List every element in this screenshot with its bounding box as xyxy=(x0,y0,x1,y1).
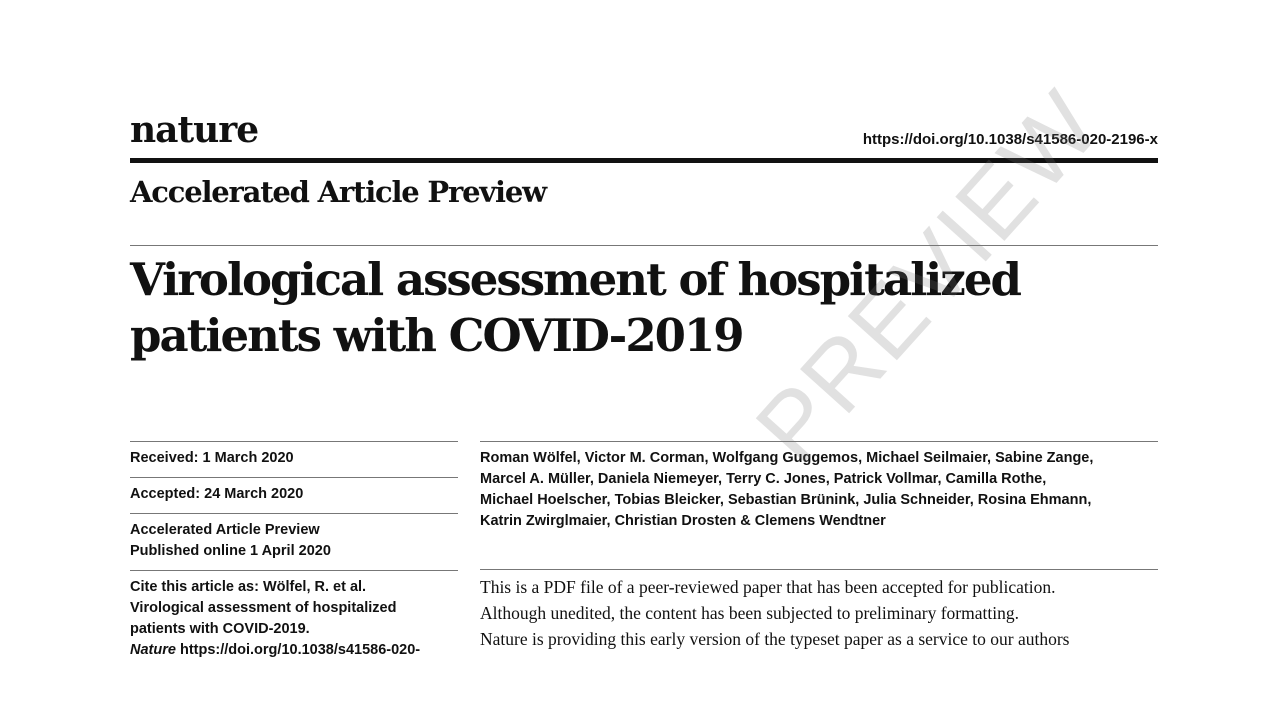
notice-line: This is a PDF file of a peer-reviewed pa… xyxy=(480,577,1056,597)
cite-line: patients with COVID-2019. xyxy=(130,621,310,637)
section-label: Accelerated Article Preview xyxy=(130,175,547,209)
author-line: Marcel A. Müller, Daniela Niemeyer, Terr… xyxy=(480,471,1047,487)
cite-doi-line: Nature https://doi.org/10.1038/s41586-02… xyxy=(130,640,458,661)
doi-link[interactable]: https://doi.org/10.1038/s41586-020-2196-… xyxy=(862,131,1158,148)
published-date: Published online 1 April 2020 xyxy=(130,543,331,559)
aap-label: Accelerated Article Preview xyxy=(130,522,320,538)
author-line: Roman Wölfel, Victor M. Corman, Wolfgang… xyxy=(480,450,1094,466)
author-list: Roman Wölfel, Victor M. Corman, Wolfgang… xyxy=(480,441,1158,566)
notice-line: Nature is providing this early version o… xyxy=(480,629,1070,649)
accepted-date: Accepted: 24 March 2020 xyxy=(130,477,458,513)
article-metadata: Received: 1 March 2020 Accepted: 24 Marc… xyxy=(130,441,458,669)
title-line-1: Virological assessment of hospitalized xyxy=(130,253,1022,306)
article-title: Virological assessment of hospitalized p… xyxy=(130,252,1130,364)
received-date: Received: 1 March 2020 xyxy=(130,441,458,477)
preview-notice: This is a PDF file of a peer-reviewed pa… xyxy=(480,570,1158,652)
nature-logo: nature xyxy=(130,109,259,151)
cite-doi[interactable]: https://doi.org/10.1038/s41586-020- xyxy=(179,642,421,658)
citation: Cite this article as: Wölfel, R. et al. … xyxy=(130,570,458,669)
author-line: Michael Hoelscher, Tobias Bleicker, Seba… xyxy=(480,492,1092,508)
published-info: Accelerated Article Preview Published on… xyxy=(130,513,458,570)
cite-line: Cite this article as: Wölfel, R. et al. xyxy=(130,579,367,595)
notice-rule xyxy=(480,569,1158,570)
author-line: Katrin Zwirglmaier, Christian Drosten & … xyxy=(480,513,886,529)
header-rule xyxy=(130,158,1158,163)
title-line-2: patients with COVID-2019 xyxy=(130,309,745,362)
cite-journal: Nature xyxy=(130,642,176,658)
title-rule xyxy=(130,245,1158,246)
cite-line: Virological assessment of hospitalized xyxy=(130,600,397,616)
article-body: Roman Wölfel, Victor M. Corman, Wolfgang… xyxy=(480,441,1158,652)
notice-line: Although unedited, the content has been … xyxy=(480,603,1019,623)
